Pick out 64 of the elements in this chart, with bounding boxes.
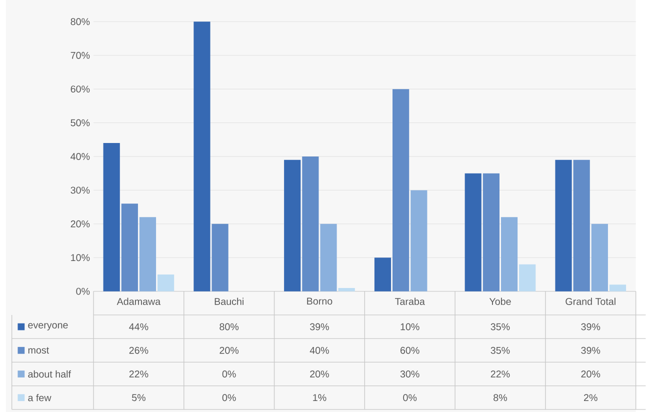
data-label: 0% [222, 394, 236, 401]
data-label: 1% [313, 394, 326, 401]
x-tick-label: Grand Total [566, 298, 616, 305]
bar [212, 224, 228, 292]
bar [519, 264, 536, 292]
data-label: 20% [220, 346, 239, 354]
x-tick-label: Taraba [395, 298, 425, 305]
bar [139, 216, 156, 292]
data-label: 0% [222, 370, 236, 378]
y-tick-label: 20% [70, 220, 90, 228]
legend-label: a few [28, 394, 52, 402]
data-label: 22% [490, 370, 510, 378]
data-label: 60% [400, 346, 420, 354]
bar [555, 160, 572, 292]
y-tick-label: 30% [70, 186, 90, 194]
bar [392, 88, 410, 292]
y-tick-label: 70% [70, 52, 90, 59]
x-tick-label: Yobe [489, 298, 511, 305]
y-tick-label: 40% [70, 152, 90, 160]
bar [573, 160, 590, 292]
y-tick-label: 50% [70, 119, 90, 126]
bar [591, 224, 608, 292]
bar [121, 203, 138, 292]
bar [374, 257, 392, 292]
y-tick-label: 80% [70, 18, 90, 25]
data-label: 20% [310, 370, 329, 378]
data-label: 40% [310, 346, 329, 354]
data-label: 39% [310, 323, 329, 330]
bar [464, 173, 482, 292]
bar [500, 216, 518, 292]
x-tick-label: Bauchi [214, 298, 244, 305]
bar [482, 173, 500, 292]
x-tick-label: Adamawa [116, 298, 161, 305]
x-tick-label: Borno [307, 298, 332, 304]
data-label: 39% [581, 346, 600, 354]
legend-label: about half [28, 370, 71, 378]
bar [320, 224, 337, 292]
data-label: 80% [220, 323, 239, 330]
bar [194, 21, 210, 292]
legend-label: most [28, 346, 50, 354]
data-label: 5% [132, 394, 146, 401]
bar [103, 142, 120, 292]
data-label: 44% [129, 323, 148, 330]
y-tick-label: 60% [70, 85, 90, 92]
data-label: 26% [129, 346, 148, 354]
data-label: 35% [490, 323, 510, 330]
bar [284, 160, 301, 292]
data-label: 10% [400, 323, 420, 330]
legend-label: everyone [28, 322, 68, 330]
bar [338, 288, 355, 292]
data-label: 2% [584, 394, 598, 401]
bar [302, 156, 319, 292]
data-label: 8% [494, 394, 507, 401]
data-label: 0% [403, 394, 417, 401]
bar [609, 284, 626, 292]
bar [410, 190, 428, 292]
data-label: 35% [490, 346, 510, 354]
data-label: 30% [400, 370, 420, 378]
data-label: 39% [581, 323, 600, 330]
y-tick-label: 10% [71, 254, 90, 261]
y-tick-label: 0% [76, 288, 90, 295]
bar [158, 274, 174, 292]
data-label: 22% [129, 370, 148, 378]
data-label: 20% [581, 370, 600, 378]
